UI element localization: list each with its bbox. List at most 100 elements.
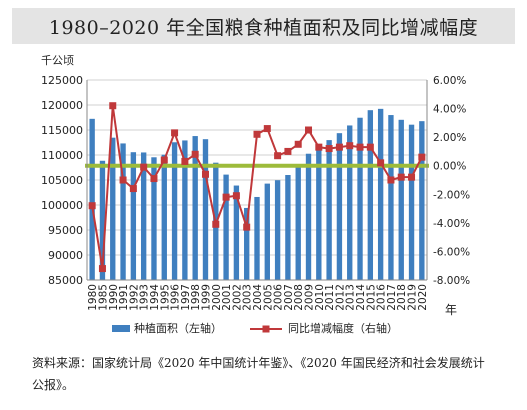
growth-point xyxy=(232,192,240,200)
left-tick-label: 105000 xyxy=(41,174,83,187)
dual-axis-chart: 85000 90000 95000 100000 105000 110000 115000 1… xyxy=(41,54,470,335)
right-tick-label: -8.00% xyxy=(433,275,470,287)
bar xyxy=(419,121,425,280)
bar xyxy=(151,157,157,280)
bar xyxy=(357,117,363,280)
x-tick-label: 2013 xyxy=(345,284,357,311)
x-tick-label: 2011 xyxy=(324,284,336,311)
bar xyxy=(192,136,198,280)
x-tick-label: 2005 xyxy=(262,284,274,311)
growth-point xyxy=(263,125,271,133)
growth-point xyxy=(356,143,364,151)
growth-point xyxy=(171,129,179,137)
growth-point xyxy=(201,170,209,178)
growth-point xyxy=(181,157,189,165)
growth-point xyxy=(253,130,261,138)
x-tick-label: 2004 xyxy=(252,284,264,311)
bar xyxy=(274,180,281,280)
bar xyxy=(326,140,332,280)
x-tick-label: 2019 xyxy=(407,284,419,311)
left-tick-label: 110000 xyxy=(41,149,83,162)
left-tick-label: 85000 xyxy=(48,274,83,287)
left-tick-label: 95000 xyxy=(48,224,83,237)
chart-title: 1980–2020 年全国粮食种植面积及同比增减幅度 xyxy=(12,8,515,44)
right-tick-label: 0.00% xyxy=(433,161,466,173)
growth-point xyxy=(294,140,302,148)
chart-area: 85000 90000 95000 100000 105000 110000 115000 1… xyxy=(12,48,515,348)
x-tick-label: 1997 xyxy=(180,284,192,311)
left-tick-label: 125000 xyxy=(41,74,83,87)
bar xyxy=(336,133,343,280)
x-tick-label: 2012 xyxy=(334,284,346,311)
growth-point xyxy=(315,143,323,151)
x-tick-label: 2006 xyxy=(273,284,285,311)
legend-line-marker xyxy=(262,325,270,333)
x-tick-label: 2009 xyxy=(304,284,316,311)
bar-series xyxy=(89,108,425,281)
x-axis-unit: 年 xyxy=(445,303,457,317)
x-tick-label: 2001 xyxy=(221,284,233,311)
bar xyxy=(99,160,106,280)
growth-point xyxy=(222,193,230,201)
axes: 85000 90000 95000 100000 105000 110000 115000 1… xyxy=(41,54,470,317)
bar xyxy=(264,183,270,280)
bar xyxy=(285,175,291,280)
growth-point xyxy=(284,147,292,155)
bar xyxy=(223,174,229,280)
left-axis-unit: 千公顷 xyxy=(41,54,74,67)
growth-point xyxy=(98,265,106,273)
x-tick-label: 1998 xyxy=(190,284,202,311)
x-tick-label: 1991 xyxy=(118,284,130,311)
x-tick-label: 1990 xyxy=(108,284,120,311)
bar xyxy=(202,139,209,280)
bar xyxy=(295,167,301,280)
growth-point xyxy=(191,150,199,158)
bar xyxy=(305,153,312,280)
bar xyxy=(89,118,95,280)
x-tick-label: 2020 xyxy=(417,284,429,311)
bar xyxy=(233,185,240,280)
bar xyxy=(244,207,250,280)
x-tick-label: 2000 xyxy=(211,284,223,311)
x-tick-label: 2017 xyxy=(386,284,398,311)
x-tick-label: 2016 xyxy=(376,284,388,311)
bar xyxy=(367,110,374,280)
growth-point xyxy=(418,153,426,161)
x-tick-label: 1992 xyxy=(128,284,140,311)
bar xyxy=(316,146,322,280)
x-tick-label: 1993 xyxy=(139,284,151,311)
bar xyxy=(388,115,394,281)
growth-point xyxy=(377,159,385,167)
bar xyxy=(130,152,137,280)
x-tick-label: 1995 xyxy=(159,284,171,311)
growth-point xyxy=(387,176,395,184)
bar xyxy=(171,142,178,280)
legend-bar-swatch xyxy=(112,325,130,332)
growth-point xyxy=(150,175,158,183)
x-tick-label: 1999 xyxy=(200,284,212,311)
growth-point xyxy=(305,126,313,134)
bar xyxy=(161,154,167,280)
left-tick-label: 115000 xyxy=(41,124,83,137)
right-tick-label: 6.00% xyxy=(433,75,466,87)
x-tick-label: 2008 xyxy=(293,284,305,311)
x-tick-label: 2015 xyxy=(365,284,377,311)
right-tick-label: -2.00% xyxy=(433,189,470,201)
x-tick-label: 1994 xyxy=(149,284,161,311)
bar xyxy=(254,196,260,280)
growth-point xyxy=(140,163,148,171)
source-note: 资料来源：国家统计局《2020 年中国统计年鉴》、《2020 年国民经济和社会发… xyxy=(32,356,485,392)
growth-point xyxy=(109,102,117,110)
growth-point xyxy=(366,143,374,151)
bar xyxy=(110,137,116,280)
right-tick-label: -6.00% xyxy=(433,246,470,258)
bar xyxy=(377,108,384,280)
bar xyxy=(408,124,415,281)
left-tick-label: 100000 xyxy=(41,199,83,212)
legend-line-label: 同比增减幅度（右轴） xyxy=(288,321,398,335)
growth-point xyxy=(212,220,220,228)
bar xyxy=(398,119,404,280)
growth-point xyxy=(408,173,416,181)
growth-point xyxy=(346,142,354,150)
legend-bar-label: 种植面积（左轴） xyxy=(134,321,222,335)
